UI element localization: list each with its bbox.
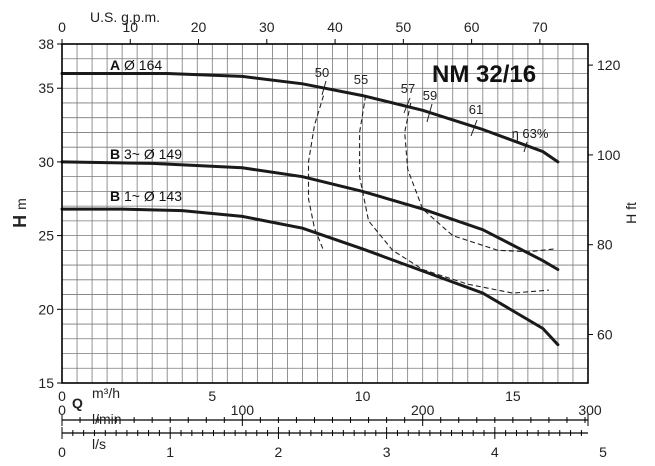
right-axis-tick-label: 100 [597,147,621,163]
top-axis-tick-label: 0 [58,19,66,35]
chart-title: NM 32/16 [432,61,536,88]
efficiency-label: 55 [354,72,368,87]
efficiency-curve-50 [307,95,325,251]
performance-curve [60,72,560,164]
top-axis-tick-label: 30 [259,19,275,35]
right-axis-tick-label: 120 [597,57,621,73]
lmin-axis-tick-label: 0 [58,402,66,418]
lmin-axis-tick-label: 100 [231,402,255,418]
left-axis-tick-label: 35 [38,80,54,96]
ls-axis-label: l/s [92,436,106,452]
left-axis-tick-label: 25 [38,228,54,244]
efficiency-label: 61 [469,102,483,117]
right-axis-tick-label: 80 [597,237,613,253]
left-axis-tick-label: 30 [38,154,54,170]
curve-label: B 1~ Ø 143 [110,188,182,204]
curve-labels: A Ø 164 B 3~ Ø 149 B 1~ Ø 143 [110,57,182,204]
grid-lines [61,43,589,384]
efficiency-label: 59 [423,88,437,103]
left-axis-tick-label: 38 [38,36,54,52]
efficiency-label: 57 [401,81,415,96]
efficiency-curve-57 [404,102,555,253]
curve-label: A Ø 164 [110,57,162,73]
efficiency-label: 50 [315,65,329,80]
lmin-axis-tick-label: 200 [411,402,435,418]
top-axis-tick-label: 70 [532,19,548,35]
efficiency-curve-55 [359,95,549,294]
plot-frame [61,43,589,384]
left-axis-title: H m [10,198,30,228]
efficiency-leader [523,141,528,153]
ls-axis-tick-label: 4 [491,444,499,460]
curve-label: B 3~ Ø 149 [110,146,182,162]
q-axis-symbol: Q [72,395,83,411]
q-axis-tick-label: 0 [58,388,66,404]
top-axis-tick-label: 40 [327,19,343,35]
ls-axis-tick-label: 0 [58,444,66,460]
lmin-axis-tick-label: 300 [578,402,602,418]
performance-curve [60,207,560,347]
efficiency-label: η 63% [512,126,549,141]
right-axis-title: H ft [623,202,639,224]
q-axis-unit: m³/h [92,385,120,401]
left-axis-tick-label: 20 [38,301,54,317]
ls-axis-tick-label: 3 [383,444,391,460]
performance-curve [60,160,560,271]
ls-axis-tick-label: 5 [599,444,607,460]
top-axis-tick-label: 20 [191,19,207,35]
q-axis-tick-label: 10 [355,388,371,404]
top-axis-tick-label: 50 [396,19,412,35]
left-axis-tick-label: 15 [38,375,54,391]
top-axis-tick-label: 60 [464,19,480,35]
q-axis-tick-label: 15 [505,388,521,404]
ls-axis-tick-label: 1 [166,444,174,460]
efficiency-curves: 50 55 57 59 61 η 63% [307,65,555,294]
top-axis-label: U.S. g.p.m. [90,9,160,25]
lmin-axis-label: l/min [92,411,122,427]
ls-axis-tick-label: 2 [275,444,283,460]
right-axis-tick-label: 60 [597,327,613,343]
q-axis-tick-label: 5 [208,388,216,404]
performance-curves [60,72,560,347]
top-axis-tick-label: 10 [122,19,138,35]
